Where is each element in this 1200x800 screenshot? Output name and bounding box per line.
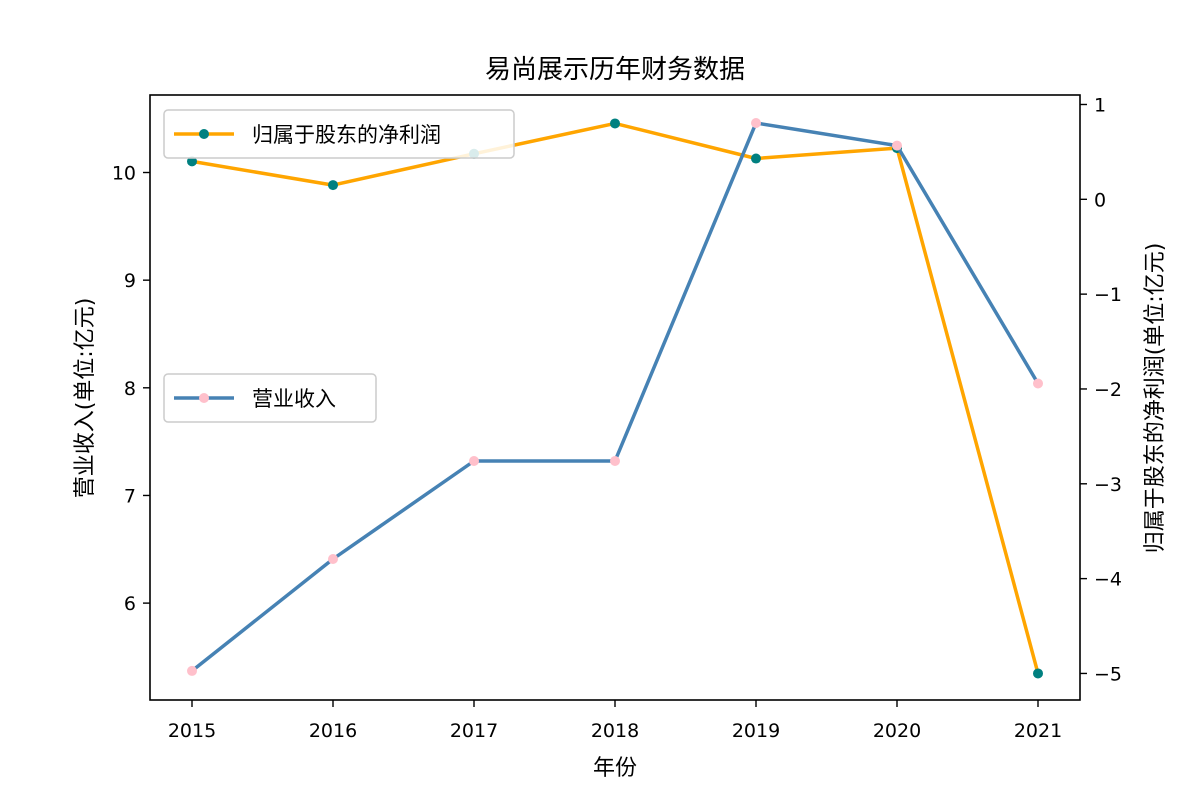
x-tick-label: 2021 xyxy=(1014,720,1062,742)
right-y-tick-label: 0 xyxy=(1094,189,1106,211)
legend-revenue-label: 营业收入 xyxy=(252,387,336,411)
legend-revenue-marker xyxy=(199,393,209,403)
legend-revenue: 营业收入 xyxy=(163,373,377,423)
x-tick-label: 2015 xyxy=(168,720,216,742)
data-point-revenue xyxy=(469,456,479,467)
data-point-net-profit xyxy=(751,153,761,164)
legend-net-profit-label: 归属于股东的净利润 xyxy=(252,123,441,147)
right-y-tick-label: −4 xyxy=(1094,569,1122,591)
x-axis-ticks: 2015 2016 2017 2018 2019 2020 2021 xyxy=(168,700,1062,742)
data-point-revenue xyxy=(751,117,761,128)
left-y-tick-label: 9 xyxy=(124,270,136,292)
x-tick-label: 2019 xyxy=(732,720,780,742)
data-point-revenue xyxy=(892,140,902,151)
chart-title: 易尚展示历年财务数据 xyxy=(485,55,745,85)
left-y-tick-label: 10 xyxy=(112,163,136,185)
data-point-net-profit xyxy=(1033,668,1043,679)
right-y-tick-label: −5 xyxy=(1094,663,1122,685)
data-point-revenue xyxy=(610,456,620,467)
left-y-axis-title: 营业收入(单位:亿元) xyxy=(73,298,98,499)
x-axis-title: 年份 xyxy=(593,756,637,781)
x-tick-label: 2018 xyxy=(591,720,639,742)
data-point-revenue xyxy=(328,553,338,564)
legend-revenue-box xyxy=(163,373,377,423)
right-y-axis-title: 归属于股东的净利润(单位:亿元) xyxy=(1143,243,1168,554)
x-tick-label: 2020 xyxy=(873,720,921,742)
left-y-tick-label: 8 xyxy=(124,378,136,400)
legend-net-profit: 归属于股东的净利润 xyxy=(163,109,515,159)
x-tick-label: 2017 xyxy=(450,720,498,742)
right-y-tick-label: −1 xyxy=(1094,284,1122,306)
data-point-net-profit xyxy=(610,118,620,129)
data-point-net-profit xyxy=(187,156,197,167)
left-y-axis-ticks: 6 7 8 9 10 xyxy=(112,163,150,615)
right-y-tick-label: 1 xyxy=(1094,94,1106,116)
data-point-revenue xyxy=(187,665,197,676)
right-y-tick-label: −3 xyxy=(1094,474,1122,496)
left-y-tick-label: 7 xyxy=(124,485,136,507)
x-tick-label: 2016 xyxy=(309,720,357,742)
right-y-axis-ticks: −5 −4 −3 −2 −1 0 1 xyxy=(1080,94,1122,685)
left-y-tick-label: 6 xyxy=(124,593,136,615)
legend-net-profit-marker xyxy=(199,129,209,139)
plot-lines xyxy=(187,117,1043,679)
legend-net-profit-box xyxy=(163,109,515,159)
data-point-revenue xyxy=(1033,378,1043,389)
right-y-tick-label: −2 xyxy=(1094,379,1122,401)
data-point-net-profit xyxy=(328,180,338,191)
